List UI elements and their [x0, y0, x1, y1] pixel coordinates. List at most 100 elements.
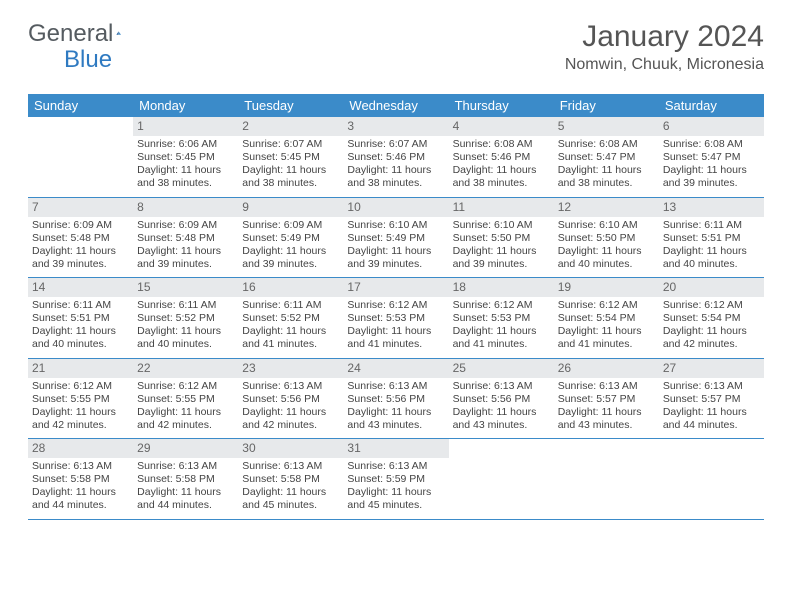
calendar-cell [659, 439, 764, 520]
day-number: 11 [449, 198, 554, 217]
day-detail-line: Sunset: 5:54 PM [663, 312, 760, 325]
day-detail-line: Sunset: 5:51 PM [663, 232, 760, 245]
day-number: 22 [133, 359, 238, 378]
day-number: 3 [343, 117, 448, 136]
day-details: Sunrise: 6:13 AMSunset: 5:59 PMDaylight:… [343, 458, 448, 519]
day-detail-line: Sunrise: 6:06 AM [137, 138, 234, 151]
day-details: Sunrise: 6:12 AMSunset: 5:53 PMDaylight:… [343, 297, 448, 358]
day-detail-line: Daylight: 11 hours [558, 164, 655, 177]
day-detail-line: Sunset: 5:57 PM [663, 393, 760, 406]
day-detail-line: Daylight: 11 hours [242, 245, 339, 258]
day-detail-line: Sunrise: 6:11 AM [32, 299, 129, 312]
day-detail-line: and 40 minutes. [663, 258, 760, 271]
day-details [554, 458, 659, 516]
day-details: Sunrise: 6:13 AMSunset: 5:57 PMDaylight:… [659, 378, 764, 439]
day-detail-line: and 44 minutes. [137, 499, 234, 512]
day-number: 14 [28, 278, 133, 297]
day-details: Sunrise: 6:11 AMSunset: 5:52 PMDaylight:… [238, 297, 343, 358]
day-detail-line: Sunset: 5:55 PM [32, 393, 129, 406]
day-detail-line: Sunrise: 6:11 AM [663, 219, 760, 232]
day-number: 5 [554, 117, 659, 136]
logo: General [28, 20, 146, 48]
day-details: Sunrise: 6:13 AMSunset: 5:56 PMDaylight:… [449, 378, 554, 439]
day-number: 19 [554, 278, 659, 297]
day-detail-line: Sunrise: 6:12 AM [137, 380, 234, 393]
calendar-body: 1Sunrise: 6:06 AMSunset: 5:45 PMDaylight… [28, 117, 764, 519]
day-number: 4 [449, 117, 554, 136]
day-detail-line: Sunrise: 6:13 AM [32, 460, 129, 473]
day-detail-line: and 41 minutes. [558, 338, 655, 351]
day-detail-line: Sunset: 5:56 PM [453, 393, 550, 406]
day-detail-line: Sunset: 5:48 PM [137, 232, 234, 245]
weekday-header: Thursday [449, 94, 554, 117]
day-detail-line: and 38 minutes. [137, 177, 234, 190]
day-detail-line: Sunset: 5:47 PM [558, 151, 655, 164]
day-number [28, 117, 133, 136]
day-details: Sunrise: 6:07 AMSunset: 5:46 PMDaylight:… [343, 136, 448, 197]
day-detail-line: Sunrise: 6:13 AM [347, 460, 444, 473]
day-details: Sunrise: 6:10 AMSunset: 5:49 PMDaylight:… [343, 217, 448, 278]
weekday-header: Tuesday [238, 94, 343, 117]
day-detail-line: Sunrise: 6:09 AM [242, 219, 339, 232]
day-number: 13 [659, 198, 764, 217]
calendar-cell: 29Sunrise: 6:13 AMSunset: 5:58 PMDayligh… [133, 439, 238, 520]
day-detail-line: Daylight: 11 hours [453, 245, 550, 258]
day-number: 28 [28, 439, 133, 458]
title-block: January 2024 Nomwin, Chuuk, Micronesia [565, 20, 764, 74]
day-detail-line: Sunrise: 6:10 AM [453, 219, 550, 232]
day-number: 6 [659, 117, 764, 136]
day-detail-line: Sunset: 5:55 PM [137, 393, 234, 406]
day-detail-line: Sunrise: 6:09 AM [32, 219, 129, 232]
calendar-cell: 30Sunrise: 6:13 AMSunset: 5:58 PMDayligh… [238, 439, 343, 520]
day-number [554, 439, 659, 458]
day-detail-line: Sunset: 5:49 PM [242, 232, 339, 245]
day-detail-line: Daylight: 11 hours [558, 325, 655, 338]
day-detail-line: Sunrise: 6:13 AM [137, 460, 234, 473]
day-number: 17 [343, 278, 448, 297]
day-detail-line: Daylight: 11 hours [453, 325, 550, 338]
day-detail-line: Sunset: 5:54 PM [558, 312, 655, 325]
day-detail-line: Sunset: 5:56 PM [242, 393, 339, 406]
day-detail-line: and 39 minutes. [453, 258, 550, 271]
day-detail-line: and 43 minutes. [558, 419, 655, 432]
day-detail-line: Sunrise: 6:13 AM [242, 380, 339, 393]
calendar-cell: 20Sunrise: 6:12 AMSunset: 5:54 PMDayligh… [659, 278, 764, 359]
day-details: Sunrise: 6:12 AMSunset: 5:55 PMDaylight:… [28, 378, 133, 439]
day-detail-line: Sunrise: 6:13 AM [558, 380, 655, 393]
calendar-table: SundayMondayTuesdayWednesdayThursdayFrid… [28, 94, 764, 520]
weekday-header: Monday [133, 94, 238, 117]
calendar-cell: 23Sunrise: 6:13 AMSunset: 5:56 PMDayligh… [238, 358, 343, 439]
calendar-cell: 5 Sunrise: 6:08 AMSunset: 5:47 PMDaylight… [554, 117, 659, 197]
day-detail-line: Sunset: 5:58 PM [32, 473, 129, 486]
day-detail-line: Sunrise: 6:12 AM [663, 299, 760, 312]
day-detail-line: and 42 minutes. [137, 419, 234, 432]
calendar-cell: 10Sunrise: 6:10 AMSunset: 5:49 PMDayligh… [343, 197, 448, 278]
day-detail-line: and 43 minutes. [453, 419, 550, 432]
day-detail-line: Sunset: 5:58 PM [242, 473, 339, 486]
day-details: Sunrise: 6:08 AMSunset: 5:46 PMDaylight:… [449, 136, 554, 197]
day-number [449, 439, 554, 458]
weekday-header: Saturday [659, 94, 764, 117]
day-details: Sunrise: 6:13 AMSunset: 5:58 PMDaylight:… [28, 458, 133, 519]
day-detail-line: Daylight: 11 hours [242, 325, 339, 338]
day-detail-line: and 44 minutes. [663, 419, 760, 432]
day-detail-line: and 39 minutes. [347, 258, 444, 271]
day-number: 2 [238, 117, 343, 136]
calendar-cell: 11Sunrise: 6:10 AMSunset: 5:50 PMDayligh… [449, 197, 554, 278]
calendar-week-row: 21Sunrise: 6:12 AMSunset: 5:55 PMDayligh… [28, 358, 764, 439]
day-detail-line: and 41 minutes. [453, 338, 550, 351]
calendar-cell: 26Sunrise: 6:13 AMSunset: 5:57 PMDayligh… [554, 358, 659, 439]
day-detail-line: Daylight: 11 hours [137, 325, 234, 338]
day-detail-line: Sunrise: 6:08 AM [558, 138, 655, 151]
logo-word2: Blue [64, 46, 112, 74]
day-number: 24 [343, 359, 448, 378]
day-detail-line: Sunset: 5:52 PM [242, 312, 339, 325]
day-detail-line: and 42 minutes. [32, 419, 129, 432]
day-detail-line: Daylight: 11 hours [32, 245, 129, 258]
day-detail-line: Daylight: 11 hours [347, 486, 444, 499]
day-details: Sunrise: 6:10 AMSunset: 5:50 PMDaylight:… [449, 217, 554, 278]
calendar-cell: 21Sunrise: 6:12 AMSunset: 5:55 PMDayligh… [28, 358, 133, 439]
day-number: 21 [28, 359, 133, 378]
day-details: Sunrise: 6:13 AMSunset: 5:58 PMDaylight:… [133, 458, 238, 519]
day-details: Sunrise: 6:12 AMSunset: 5:55 PMDaylight:… [133, 378, 238, 439]
